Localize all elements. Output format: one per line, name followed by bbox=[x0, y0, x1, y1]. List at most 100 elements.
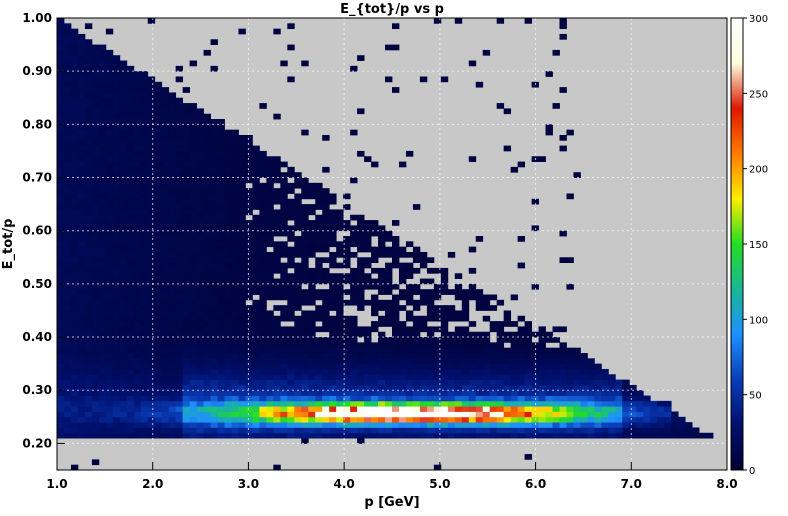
heatmap-cell bbox=[57, 28, 65, 35]
heatmap-cell bbox=[601, 390, 609, 396]
heatmap-cell bbox=[503, 347, 512, 354]
heatmap-cell bbox=[161, 209, 170, 216]
heatmap-cell bbox=[615, 427, 623, 434]
heatmap-cell bbox=[294, 209, 302, 216]
heatmap-cell bbox=[196, 347, 204, 354]
heatmap-cell bbox=[161, 225, 170, 232]
heatmap-cell bbox=[91, 140, 100, 147]
heatmap-cell bbox=[405, 326, 414, 333]
heatmap-cell bbox=[154, 166, 163, 173]
heatmap-cell bbox=[57, 49, 65, 56]
heatmap-cell bbox=[63, 416, 72, 423]
heatmap-cell bbox=[496, 331, 505, 338]
heatmap-cell bbox=[301, 400, 309, 407]
heatmap-cell bbox=[259, 390, 267, 396]
heatmap-cell bbox=[224, 230, 232, 237]
heatmap-cell bbox=[175, 97, 184, 104]
heatmap-cell bbox=[322, 198, 330, 205]
heatmap-cell bbox=[461, 337, 470, 343]
heatmap-cell bbox=[203, 358, 211, 365]
heatmap-cell bbox=[224, 198, 232, 205]
heatmap-cell bbox=[231, 161, 239, 168]
heatmap-cell bbox=[217, 182, 225, 189]
heatmap-cell bbox=[405, 337, 414, 343]
heatmap-cell bbox=[57, 161, 65, 168]
heatmap-cell bbox=[378, 278, 386, 285]
heatmap-cell bbox=[217, 220, 225, 226]
heatmap-cell bbox=[245, 150, 253, 157]
heatmap-cell bbox=[57, 193, 65, 200]
heatmap-cell bbox=[203, 294, 211, 301]
heatmap-cell bbox=[112, 384, 121, 391]
heatmap-cell bbox=[224, 310, 232, 317]
heatmap-cell bbox=[77, 65, 86, 72]
heatmap-cell bbox=[189, 310, 197, 317]
heatmap-cell bbox=[573, 400, 581, 407]
heatmap-cell bbox=[378, 422, 386, 428]
heatmap-cell bbox=[287, 342, 295, 349]
heatmap-cell bbox=[119, 368, 128, 375]
heatmap-cell bbox=[273, 177, 281, 184]
heatmap-cell bbox=[301, 278, 309, 285]
heatmap-cell bbox=[57, 214, 65, 221]
heatmap-cell bbox=[615, 400, 623, 407]
heatmap-cell bbox=[70, 267, 79, 274]
heatmap-cell bbox=[378, 230, 386, 237]
heatmap-cell bbox=[252, 188, 260, 194]
heatmap-cell bbox=[308, 321, 316, 327]
heatmap-cell bbox=[252, 315, 260, 322]
heatmap-cell bbox=[57, 347, 65, 354]
heatmap-cell bbox=[301, 331, 309, 338]
heatmap-cell bbox=[84, 305, 93, 311]
heatmap-cell bbox=[91, 432, 100, 439]
heatmap-cell bbox=[294, 262, 302, 269]
heatmap-cell bbox=[433, 289, 442, 295]
heatmap-cell bbox=[196, 140, 204, 147]
heatmap-cell bbox=[119, 177, 128, 184]
heatmap-cell bbox=[559, 347, 567, 354]
heatmap-cell bbox=[475, 400, 484, 407]
heatmap-cell bbox=[412, 305, 421, 311]
heatmap-cell bbox=[392, 283, 400, 290]
heatmap-cell bbox=[168, 416, 177, 423]
heatmap-cell bbox=[266, 326, 274, 333]
heatmap-cell bbox=[98, 60, 107, 67]
heatmap-cell bbox=[245, 198, 253, 205]
heatmap-cell bbox=[259, 326, 267, 333]
heatmap-cell bbox=[238, 246, 246, 253]
heatmap-cell bbox=[77, 172, 86, 178]
heatmap-cell bbox=[308, 395, 316, 402]
heatmap-cell bbox=[238, 400, 246, 407]
heatmap-cell bbox=[84, 161, 93, 168]
heatmap-cell bbox=[378, 299, 386, 306]
heatmap-cell bbox=[350, 342, 358, 349]
heatmap-cell bbox=[594, 363, 602, 370]
heatmap-cell bbox=[175, 251, 184, 258]
heatmap-cell bbox=[426, 310, 435, 317]
heatmap-cell bbox=[133, 150, 142, 157]
heatmap-cell bbox=[322, 400, 330, 407]
heatmap-cell bbox=[161, 97, 170, 104]
heatmap-cell bbox=[426, 374, 435, 380]
heatmap-cell bbox=[57, 182, 65, 189]
heatmap-cell bbox=[161, 358, 170, 365]
heatmap-cell bbox=[175, 358, 184, 365]
heatmap-cell bbox=[273, 321, 281, 327]
heatmap-cell bbox=[63, 166, 72, 173]
heatmap-cell bbox=[664, 427, 672, 434]
heatmap-cell bbox=[280, 422, 288, 428]
heatmap-cell bbox=[454, 273, 463, 279]
heatmap-cell bbox=[224, 363, 232, 370]
heatmap-cell bbox=[538, 390, 546, 396]
heatmap-cell bbox=[259, 379, 267, 386]
heatmap-cell bbox=[168, 273, 177, 279]
heatmap-cell bbox=[105, 321, 114, 327]
heatmap-cell bbox=[140, 305, 149, 311]
heatmap-cell bbox=[112, 257, 121, 264]
heatmap-cell bbox=[308, 347, 316, 354]
heatmap-cell bbox=[189, 193, 197, 200]
heatmap-cell bbox=[161, 113, 170, 120]
heatmap-cell bbox=[70, 39, 79, 45]
heatmap-cell bbox=[84, 129, 93, 136]
heatmap-cell bbox=[559, 384, 567, 391]
